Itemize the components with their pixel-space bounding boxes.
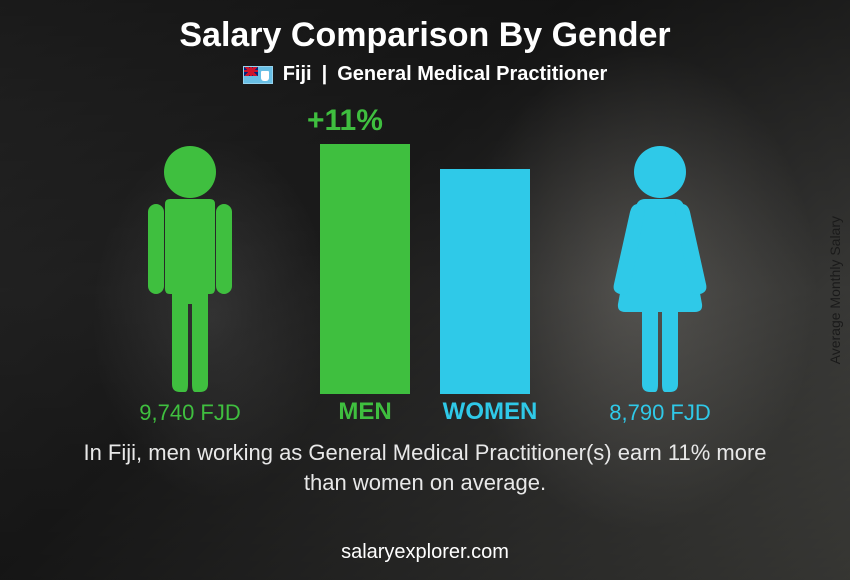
men-bar — [320, 144, 410, 394]
men-bar-rect — [320, 144, 410, 394]
content-root: Salary Comparison By Gender Fiji | Gener… — [0, 0, 850, 580]
subtitle-row: Fiji | General Medical Practitioner — [0, 63, 850, 86]
women-label: WOMEN — [420, 398, 560, 426]
gender-salary-chart: +11% MEN WOME — [65, 104, 785, 434]
profession-label: General Medical Practitioner — [337, 63, 607, 86]
footer-source: salaryexplorer.com — [0, 541, 850, 564]
country-label: Fiji — [283, 63, 312, 86]
women-salary: 8,790 FJD — [570, 400, 750, 426]
y-axis-label: Average Monthly Salary — [827, 216, 843, 364]
men-salary: 9,740 FJD — [100, 400, 280, 426]
women-bar — [440, 169, 530, 394]
man-figure-icon — [130, 144, 250, 394]
y-axis-label-wrap: Average Monthly Salary — [820, 0, 850, 580]
fiji-flag-icon — [243, 66, 273, 84]
woman-figure-icon — [600, 144, 720, 394]
women-bar-rect — [440, 169, 530, 394]
page-title: Salary Comparison By Gender — [0, 0, 850, 55]
separator: | — [322, 63, 328, 86]
description-text: In Fiji, men working as General Medical … — [0, 434, 850, 497]
men-label: MEN — [295, 398, 435, 426]
difference-badge: +11% — [307, 104, 383, 138]
